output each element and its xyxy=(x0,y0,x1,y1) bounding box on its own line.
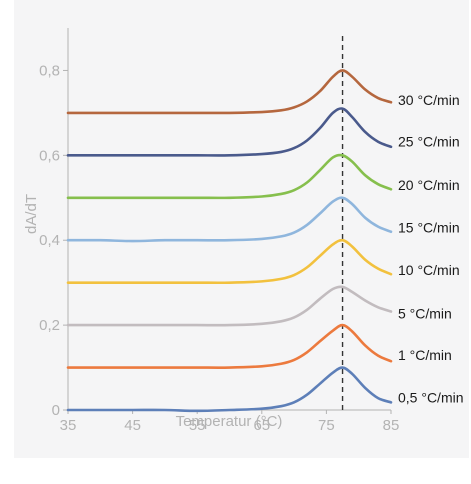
y-axis-title: dA/dT xyxy=(23,194,40,234)
series-label: 20 °C/min xyxy=(398,177,460,193)
x-tick-label: 75 xyxy=(318,417,335,434)
y-tick-label: 0,2 xyxy=(39,317,60,334)
chart-panel xyxy=(14,0,469,458)
y-ticks: 0 0,2 0,4 0,6 0,8 xyxy=(39,62,68,419)
series-label: 5 °C/min xyxy=(398,306,452,322)
y-tick-label: 0,6 xyxy=(39,147,60,164)
series-line xyxy=(66,238,393,285)
series-label: 15 °C/min xyxy=(398,219,460,235)
x-tick-label: 85 xyxy=(383,417,400,434)
series-line xyxy=(66,153,393,200)
series-line xyxy=(66,285,393,327)
series-label: 1 °C/min xyxy=(398,347,452,363)
x-axis-title: Temperatur (°C) xyxy=(176,413,283,430)
series-line xyxy=(66,366,393,413)
x-tick-label: 45 xyxy=(124,417,141,434)
series-line xyxy=(66,69,393,115)
x-tick-label: 35 xyxy=(60,417,77,434)
series-line xyxy=(66,323,393,369)
series-line xyxy=(66,107,393,157)
series-labels: 30 °C/min 25 °C/min 20 °C/min 15 °C/min 10 °… xyxy=(398,92,464,405)
series-label: 30 °C/min xyxy=(398,92,460,108)
series-line xyxy=(66,196,393,243)
x-tick-label: 65 xyxy=(253,417,270,434)
series-label: 10 °C/min xyxy=(398,262,460,278)
y-tick-label: 0,4 xyxy=(39,232,60,249)
y-tick-label: 0,8 xyxy=(39,62,60,79)
x-tick-label: 55 xyxy=(189,417,206,434)
series-group xyxy=(66,69,393,413)
series-label: 25 °C/min xyxy=(398,133,460,149)
x-ticks: 35 45 55 65 75 85 xyxy=(60,410,400,434)
y-tick-label: 0 xyxy=(52,402,60,419)
series-label: 0,5 °C/min xyxy=(398,389,464,405)
